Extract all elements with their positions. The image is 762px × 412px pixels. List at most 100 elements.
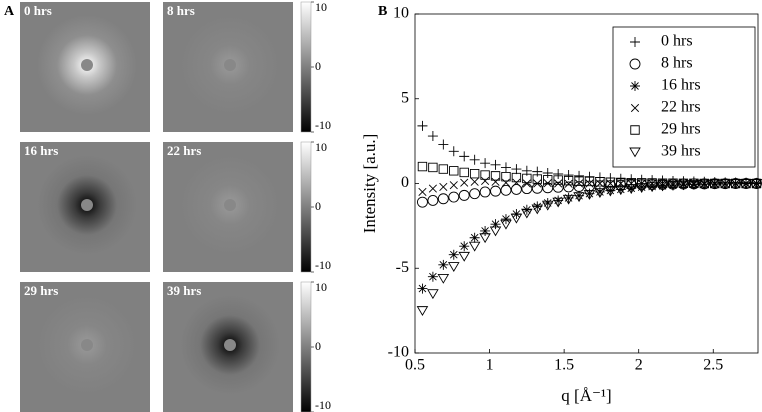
data-point [626, 183, 637, 194]
data-point [428, 162, 438, 173]
data-point [500, 219, 512, 230]
data-point [428, 184, 437, 193]
data-point [490, 159, 501, 170]
data-point [479, 233, 491, 244]
data-point [417, 120, 428, 131]
data-point [458, 251, 470, 262]
data-point [481, 176, 490, 186]
data-point [543, 175, 553, 185]
data-point [553, 195, 564, 206]
data-point [448, 146, 459, 157]
colorbar [300, 1, 312, 133]
data-point [449, 181, 458, 190]
data-point [752, 179, 761, 188]
data-point [459, 151, 470, 162]
data-point [689, 178, 699, 189]
colorbar-tick-label: 10 [315, 280, 327, 294]
data-point [469, 232, 480, 243]
colorbar-tick-label: 10 [315, 0, 327, 14]
data-point [689, 179, 698, 188]
beam-stop [224, 59, 236, 71]
data-point [500, 184, 512, 196]
colorbar-tick-label: 0 [315, 199, 321, 213]
beam-stop [224, 199, 236, 211]
data-point [468, 241, 481, 252]
data-point [552, 197, 564, 208]
beam-stop [81, 339, 93, 351]
data-point [427, 289, 439, 300]
data-point [710, 178, 720, 189]
data-point [416, 306, 429, 317]
x-axis-label: q [Å⁻¹] [561, 386, 611, 405]
legend-label: 29 hrs [661, 121, 701, 138]
data-point [470, 177, 479, 186]
x-tick-label: 0.5 [405, 357, 425, 374]
data-point [677, 180, 690, 191]
data-point [595, 177, 605, 187]
data-point [469, 188, 481, 200]
data-point [542, 197, 553, 208]
colorbar-tick-label: -10 [315, 398, 331, 412]
panel-label: A [4, 4, 15, 19]
data-point [678, 179, 689, 190]
data-point [750, 179, 762, 189]
data-point [667, 180, 678, 191]
legend-marker [630, 103, 640, 113]
data-point [553, 169, 564, 180]
x-tick-label: 1 [486, 357, 494, 374]
data-point [460, 178, 469, 187]
legend-marker [630, 125, 640, 135]
data-point [417, 283, 428, 294]
data-point [574, 170, 585, 181]
data-point [583, 190, 596, 200]
data-point [543, 179, 552, 188]
image-label: 22 hrs [167, 143, 201, 158]
data-point [615, 184, 626, 195]
legend-label: 0 hrs [661, 33, 693, 50]
data-point [720, 178, 730, 189]
data-point [657, 178, 668, 188]
data-point [635, 183, 648, 193]
data-point [542, 167, 553, 178]
data-point [656, 181, 669, 192]
data-point [512, 178, 521, 187]
data-point [626, 174, 637, 185]
beam-stop [81, 59, 93, 71]
legend-marker [630, 81, 640, 91]
data-point [615, 173, 626, 184]
panel-label: B [378, 4, 387, 19]
data-point [418, 187, 427, 197]
data-point [648, 179, 657, 188]
data-point [721, 179, 730, 188]
data-point [458, 189, 470, 201]
data-point [501, 172, 511, 182]
data-point [522, 173, 532, 184]
data-point [699, 178, 710, 189]
data-point [708, 179, 721, 190]
data-point [448, 191, 460, 203]
data-point [531, 182, 543, 194]
data-point [532, 174, 542, 184]
data-point [439, 182, 448, 191]
data-point [678, 178, 689, 189]
data-point [459, 241, 470, 252]
data-point [480, 225, 491, 236]
data-point [605, 177, 616, 187]
legend-label: 16 hrs [661, 77, 701, 94]
y-tick-label: -5 [396, 259, 409, 276]
data-point [417, 196, 428, 208]
y-tick-label: 5 [401, 89, 409, 106]
image-label: 0 hrs [24, 3, 52, 18]
data-point [584, 176, 595, 187]
data-point [742, 179, 751, 188]
data-point [573, 181, 585, 192]
data-point [584, 171, 595, 182]
data-point [510, 213, 523, 224]
data-point [490, 171, 501, 181]
image-label: 16 hrs [24, 143, 58, 158]
data-point [427, 271, 438, 282]
colorbar-tick-label: 10 [315, 140, 327, 154]
colorbar [300, 281, 312, 412]
data-point [553, 175, 563, 185]
